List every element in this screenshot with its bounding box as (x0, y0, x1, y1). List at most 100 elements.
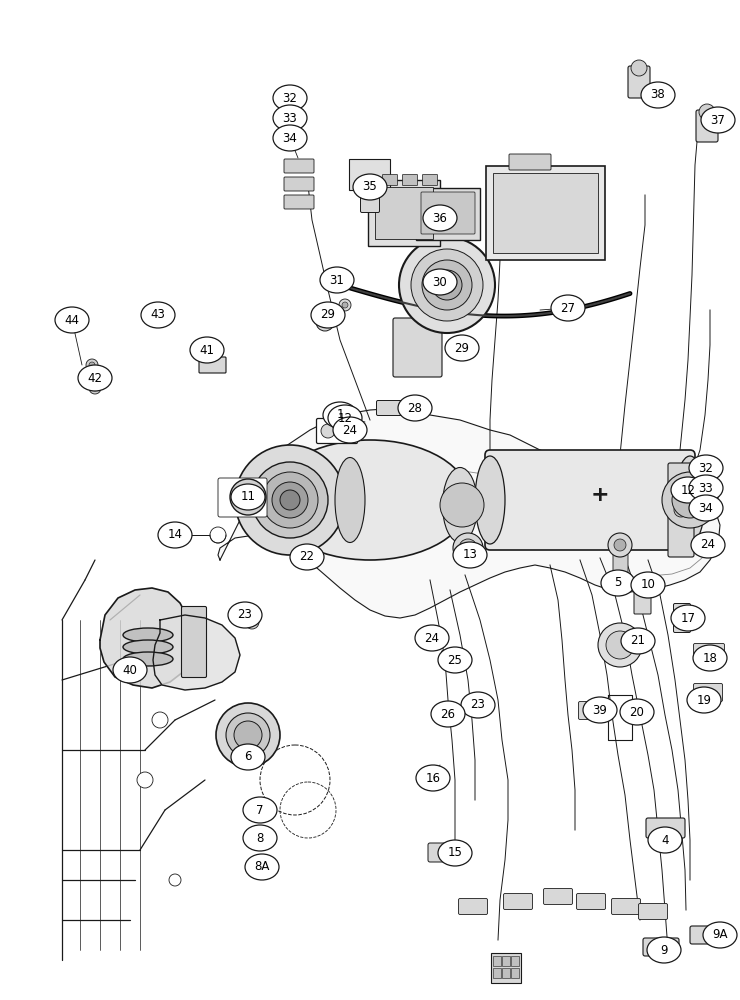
Circle shape (320, 317, 330, 327)
Circle shape (99, 373, 105, 379)
Text: 18: 18 (702, 652, 718, 664)
Circle shape (233, 603, 247, 617)
FancyBboxPatch shape (368, 180, 440, 246)
FancyBboxPatch shape (511, 956, 519, 966)
FancyBboxPatch shape (459, 898, 488, 914)
Text: 43: 43 (150, 308, 166, 322)
Ellipse shape (416, 765, 450, 791)
Text: 32: 32 (699, 462, 713, 475)
Ellipse shape (703, 922, 737, 948)
Ellipse shape (438, 647, 472, 673)
Circle shape (234, 721, 262, 749)
FancyBboxPatch shape (643, 938, 679, 956)
Text: 8A: 8A (255, 860, 269, 874)
Ellipse shape (687, 687, 721, 713)
Circle shape (411, 249, 483, 321)
FancyBboxPatch shape (639, 904, 667, 920)
Text: 42: 42 (87, 371, 103, 384)
Text: 14: 14 (167, 528, 183, 542)
FancyBboxPatch shape (360, 182, 380, 213)
Text: 13: 13 (462, 548, 477, 562)
FancyBboxPatch shape (428, 843, 467, 862)
Text: 31: 31 (329, 273, 344, 286)
FancyBboxPatch shape (493, 956, 500, 966)
Circle shape (226, 713, 270, 757)
FancyBboxPatch shape (317, 418, 357, 444)
Text: 35: 35 (363, 180, 377, 194)
Polygon shape (218, 408, 720, 618)
Circle shape (324, 274, 336, 286)
Circle shape (606, 631, 634, 659)
Circle shape (252, 462, 328, 538)
FancyBboxPatch shape (502, 956, 510, 966)
Circle shape (399, 237, 495, 333)
Ellipse shape (475, 456, 505, 544)
Circle shape (89, 382, 101, 394)
Ellipse shape (273, 85, 307, 111)
Circle shape (440, 483, 484, 527)
Ellipse shape (328, 405, 362, 431)
Ellipse shape (671, 477, 705, 503)
Text: 9: 9 (660, 944, 667, 956)
FancyBboxPatch shape (613, 554, 628, 578)
FancyBboxPatch shape (502, 968, 510, 978)
Text: 39: 39 (593, 704, 608, 716)
Ellipse shape (689, 495, 723, 521)
FancyBboxPatch shape (646, 818, 685, 838)
FancyBboxPatch shape (491, 953, 521, 983)
Ellipse shape (141, 302, 175, 328)
Ellipse shape (270, 440, 470, 560)
Text: 37: 37 (710, 113, 725, 126)
FancyBboxPatch shape (377, 400, 414, 416)
Ellipse shape (123, 640, 173, 654)
Circle shape (262, 472, 318, 528)
Text: 12: 12 (337, 412, 352, 424)
Ellipse shape (245, 854, 279, 880)
Ellipse shape (461, 692, 495, 718)
Circle shape (672, 482, 708, 518)
Polygon shape (100, 588, 192, 688)
FancyBboxPatch shape (181, 606, 206, 678)
Text: 33: 33 (699, 482, 713, 494)
FancyBboxPatch shape (421, 192, 475, 234)
FancyBboxPatch shape (416, 188, 480, 240)
Circle shape (342, 302, 348, 308)
Circle shape (92, 385, 98, 391)
Text: 22: 22 (300, 550, 314, 564)
Ellipse shape (158, 522, 192, 548)
Text: 24: 24 (701, 538, 716, 552)
Ellipse shape (551, 295, 585, 321)
Text: 32: 32 (283, 92, 297, 104)
Circle shape (453, 533, 483, 563)
FancyBboxPatch shape (693, 644, 724, 662)
Circle shape (272, 482, 308, 518)
Ellipse shape (353, 174, 387, 200)
Circle shape (305, 553, 315, 563)
FancyBboxPatch shape (284, 195, 314, 209)
Circle shape (235, 445, 345, 555)
Text: 38: 38 (650, 89, 665, 102)
Circle shape (321, 424, 335, 438)
Ellipse shape (689, 455, 723, 481)
Text: 23: 23 (471, 698, 485, 712)
Ellipse shape (675, 456, 705, 544)
Text: 21: 21 (630, 635, 645, 648)
Text: 10: 10 (641, 578, 656, 591)
Ellipse shape (423, 269, 457, 295)
FancyBboxPatch shape (579, 702, 604, 720)
Polygon shape (153, 615, 240, 690)
Ellipse shape (123, 628, 173, 642)
FancyBboxPatch shape (375, 187, 433, 239)
FancyBboxPatch shape (503, 894, 533, 910)
Text: 19: 19 (696, 694, 711, 706)
Ellipse shape (113, 657, 147, 683)
Ellipse shape (228, 602, 262, 628)
Circle shape (614, 539, 626, 551)
Circle shape (152, 712, 168, 728)
FancyBboxPatch shape (576, 894, 605, 910)
FancyBboxPatch shape (442, 650, 465, 666)
Ellipse shape (290, 544, 324, 570)
Ellipse shape (443, 468, 477, 542)
Circle shape (608, 533, 632, 557)
Circle shape (327, 277, 333, 283)
